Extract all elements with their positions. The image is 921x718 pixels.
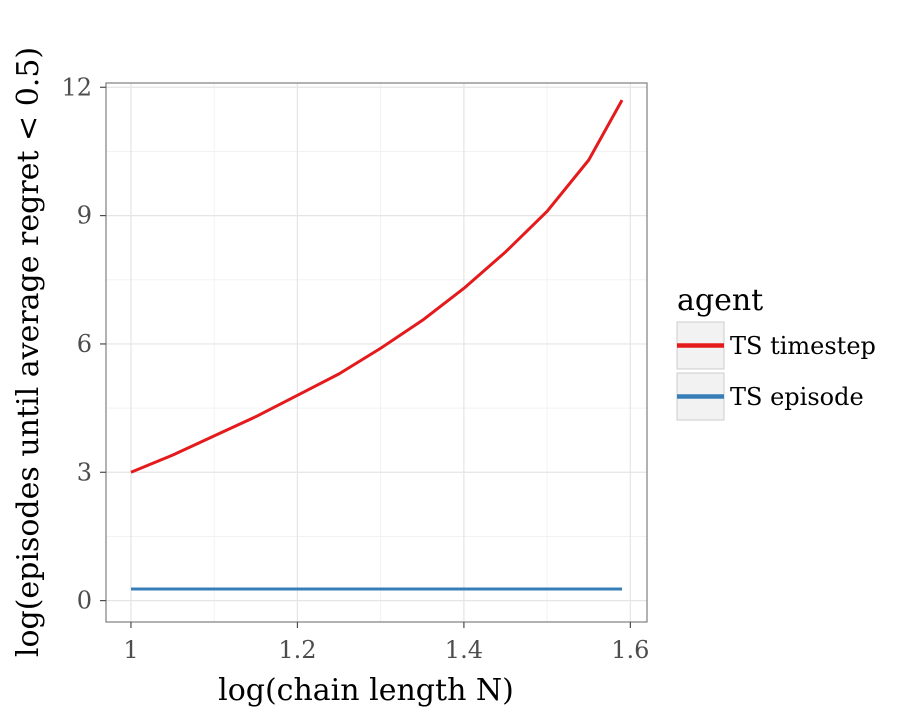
minor-gridlines <box>106 83 647 622</box>
legend-label: TS timestep <box>730 332 876 360</box>
x-tick-label: 1 <box>123 636 138 664</box>
axis-tick-labels: 1 1.2 1.4 1.6 0 3 6 9 12 <box>61 73 649 664</box>
series-layer <box>130 99 624 591</box>
x-tick-label: 1.2 <box>278 636 316 664</box>
legend-title: agent <box>677 283 763 318</box>
series-line-ts-timestep <box>130 99 624 474</box>
axis-ticks <box>100 86 631 628</box>
legend: agent TS timestep TS episode <box>676 283 876 421</box>
y-tick-label: 3 <box>77 458 92 486</box>
y-tick-label: 9 <box>77 202 92 230</box>
x-tick-label: 1.6 <box>611 636 649 664</box>
y-tick-label: 0 <box>77 587 92 615</box>
major-gridlines <box>106 83 647 622</box>
legend-items: TS timestep TS episode <box>676 321 876 421</box>
plot-panel-border <box>105 82 648 623</box>
y-tick-label: 12 <box>61 73 92 101</box>
y-axis-title: log(episodes until average regret < 0.5) <box>11 47 46 657</box>
x-tick-label: 1.4 <box>445 636 483 664</box>
x-axis-title: log(chain length N) <box>218 673 514 708</box>
y-tick-label: 6 <box>77 330 92 358</box>
legend-label: TS episode <box>730 383 864 411</box>
